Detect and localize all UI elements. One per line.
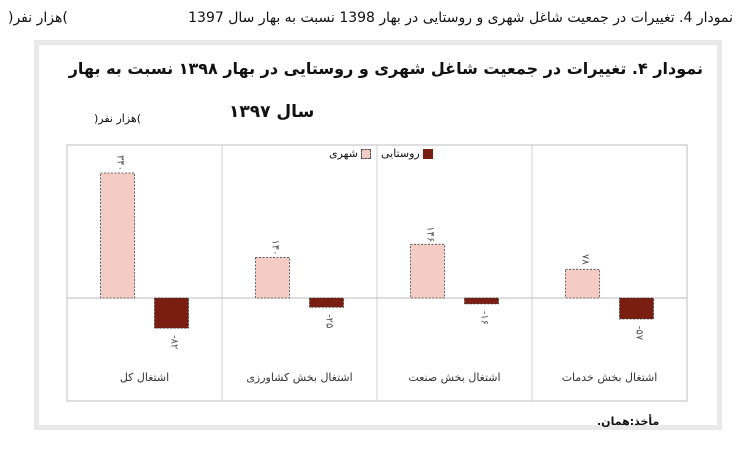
figure-frame: نمودار ۴. تغییرات در جمعیت شاغل شهری و ر… [34,40,722,430]
category-label: اشتغال کل [120,371,169,384]
data-label-urban: ۳۴۰ [115,155,126,171]
top-caption-title: نمودار 4. تغییرات در جمعیت شاغل شهری و ر… [188,10,733,26]
bar-urban [410,243,445,299]
chart-title: نمودار ۴. تغییرات در جمعیت شاغل شهری و ر… [68,59,703,78]
legend-swatch-rural [422,148,433,159]
unit-label: )هزار نفر( [94,112,142,125]
data-label-rural: -۲۵ [324,314,335,328]
bar-urban [255,257,290,299]
legend-label-urban: شهری [329,147,358,160]
legend-label-rural: روستایی [380,147,420,160]
data-label-urban: ۷۸ [580,254,591,265]
data-label-urban: ۱۴۰ [270,239,281,255]
bar-chart: ۳۴۰ -۸۲ اشتغال کل ۱۴۰ -۲۵ اشتغال بخش کشاورزی ۱… [66,144,688,402]
category-label: اشتغال بخش صنعت [408,371,500,384]
legend-swatch-urban [360,148,371,159]
data-label-rural: -۵۷ [634,326,645,341]
source-note: مأخذ:همان. [597,415,660,428]
top-caption: نمودار 4. تغییرات در جمعیت شاغل شهری و ر… [0,10,745,30]
bar-urban [100,172,135,299]
bar-rural [464,297,499,305]
bar-rural [154,297,189,329]
data-label-rural: -۱۶ [479,311,490,325]
legend-item-urban: شهری [329,147,371,160]
category-label: اشتغال بخش کشاورزی [246,371,352,384]
bar-rural [619,297,654,320]
top-caption-unit: )هزار نفر( [8,10,68,26]
chart-title-continued: سال ۱۳۹۷ [229,102,315,122]
category-label: اشتغال بخش خدمات [562,371,658,384]
data-label-rural: -۸۲ [169,335,180,349]
legend-item-rural: روستایی [381,147,433,160]
chart-legend: روستایی شهری [329,147,433,160]
bar-rural [309,297,344,308]
data-label-urban: ۱۴۶ [425,226,436,242]
bar-urban [565,268,600,299]
